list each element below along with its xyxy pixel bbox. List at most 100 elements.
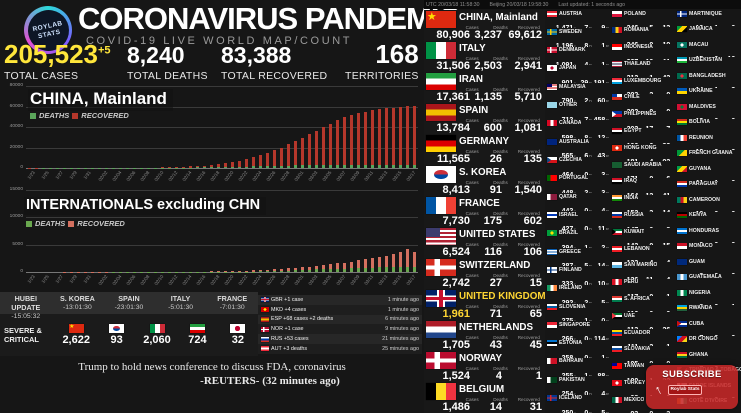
country-row: CANADA598c8D12R [546, 120, 611, 138]
unit-suffix: R [671, 110, 674, 111]
recovered-value: 41 [663, 193, 671, 195]
flag-icon [677, 134, 687, 141]
bar-deaths [258, 166, 263, 168]
bar-recovered [216, 164, 221, 168]
unit-suffix: D [654, 144, 657, 145]
bar-deaths [391, 267, 396, 272]
country-name: GUYANA [689, 165, 712, 172]
feed-row: ESP +68 cases +2 deaths 6 minutes ago [258, 314, 422, 325]
unit-suffix: D [654, 328, 657, 329]
flag-icon [677, 196, 687, 203]
flag-icon: ★ [426, 11, 456, 28]
deaths-value: 8 [584, 43, 588, 46]
x-axis-tick: 03/15 [391, 170, 403, 183]
unit-suffix: R [606, 282, 609, 284]
bar-recovered [377, 257, 382, 272]
gridline [26, 147, 418, 149]
country-row: GERMANY Cases Deaths Recovered 11,565 26 135 [424, 134, 545, 165]
recovered-value: 0 [731, 25, 735, 26]
bar-recovered [377, 109, 382, 168]
column-label: Deaths [493, 397, 508, 402]
bar-recovered [216, 271, 221, 272]
total-cases-stat: 205,523+5 TOTAL CASES [4, 41, 111, 82]
recovered-value: 0 [731, 180, 735, 181]
bar-recovered [279, 268, 284, 272]
recovered-value: 0 [601, 318, 605, 321]
unit-suffix: R [671, 160, 674, 161]
country-name: FRENCH GUIANA [689, 150, 733, 156]
unit-suffix: D [589, 26, 592, 28]
deaths-value: 1 [714, 289, 718, 290]
cases-value: 105 [627, 361, 639, 363]
x-axis-tick: 02/10 [153, 274, 165, 287]
bar-deaths [335, 164, 340, 168]
country-row: ROMANIA246c0D19R [611, 27, 676, 44]
flag-icon [677, 258, 687, 265]
bar-deaths [216, 167, 221, 168]
country-name: SAUDI ARABIA [624, 161, 662, 168]
recovered-value: 3 [601, 172, 605, 175]
country-row: POLAND 246c 5D 13R [611, 10, 676, 27]
bar-deaths [356, 164, 361, 168]
flag-icon [612, 60, 622, 67]
countries-column-2: POLAND246c5D13RROMANIA246c0D19RINDONESIA… [611, 10, 676, 413]
unit-suffix: c [639, 177, 641, 178]
x-axis-tick: 1/27 [54, 274, 64, 285]
x-axis-tick: 03/11 [363, 170, 375, 182]
bar-recovered [391, 254, 396, 272]
territories-value: 168 [375, 39, 419, 69]
unit-suffix: c [574, 209, 576, 211]
x-axis-tick: 03/07 [335, 274, 347, 287]
flag-icon [612, 161, 622, 168]
country-name: LUXEMBOURG [624, 77, 662, 84]
flag-icon [677, 150, 687, 156]
recovered-value: 2 [731, 41, 735, 42]
bar-deaths [244, 166, 249, 168]
cases-value: 202 [627, 126, 639, 128]
bar-deaths [307, 269, 312, 272]
column-label: Cases [465, 397, 479, 402]
subscribe-button[interactable]: SUBSCRIBE ↑ Roylab Stats [646, 365, 738, 409]
cases-value: 448 [562, 190, 574, 193]
cases-value: 98 [631, 395, 639, 397]
bar-recovered [405, 106, 410, 168]
x-axis-tick: 02/22 [237, 274, 249, 287]
update-time: -15:05:32 [11, 313, 41, 320]
recovered-value: 43 [598, 153, 606, 156]
cases-value: 9 [699, 242, 703, 243]
unit-suffix: c [639, 261, 641, 262]
x-axis-tick: 02/02 [97, 170, 109, 183]
deaths-value: 5 [649, 25, 653, 27]
cases-value: 13 [696, 118, 704, 119]
bar-deaths [223, 166, 228, 168]
flag-icon [547, 340, 557, 347]
deaths-value: 116 [484, 246, 502, 258]
gridline [26, 190, 418, 191]
flag-icon [261, 346, 269, 352]
country-row: DR CONGO7c0D0R [676, 336, 741, 351]
recovered-value: 13 [663, 25, 671, 27]
unit-suffix: D [589, 264, 592, 266]
column-label: Recovered [517, 25, 540, 30]
unit-suffix: R [606, 136, 609, 138]
cases-value: 1,705 [442, 339, 470, 351]
country-name: PAKISTAN [559, 376, 585, 383]
unit-suffix: c [639, 278, 641, 279]
cases-value: 250 [562, 410, 574, 413]
severe-value: 32 [231, 334, 244, 346]
country-row: LEBANON133c4D4R [611, 245, 676, 262]
column-label: Deaths [493, 25, 508, 30]
unit-suffix: R [671, 228, 674, 229]
cases-value: 258 [562, 355, 574, 358]
unit-suffix: R [606, 246, 609, 248]
bar-deaths [286, 270, 291, 272]
unit-suffix: R [671, 345, 674, 346]
column-label: Cases [465, 87, 479, 92]
flag-icon [612, 262, 622, 269]
severe-cell: 32 [218, 324, 258, 346]
cases-value: 100 [627, 378, 639, 380]
country-row: MALDIVES13c0D0R [676, 103, 741, 119]
cases-value: 8,413 [442, 184, 470, 196]
x-axis-tick: 02/18 [209, 170, 221, 183]
flag-icon [426, 259, 456, 276]
